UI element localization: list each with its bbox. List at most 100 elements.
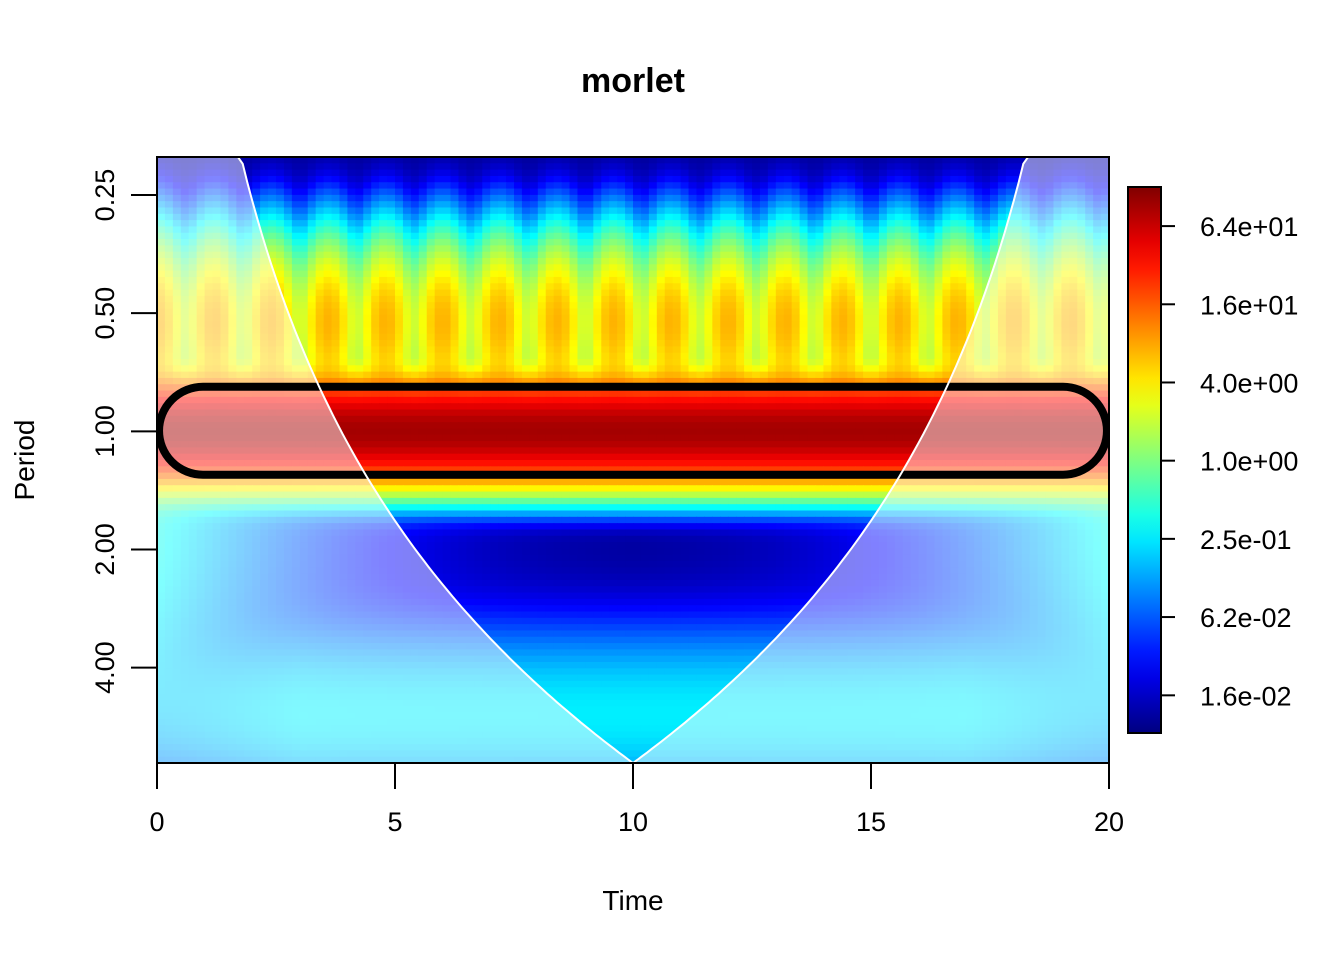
- heatmap-cell: [791, 251, 801, 259]
- heatmap-cell: [744, 157, 753, 164]
- heatmap-cell: [950, 346, 959, 354]
- heatmap-cell: [577, 157, 586, 164]
- heatmap-cell: [712, 201, 721, 209]
- heatmap-cell: [355, 340, 364, 347]
- heatmap-cell: [617, 175, 626, 183]
- heatmap-cell: [728, 163, 737, 171]
- heatmap-cell: [823, 409, 832, 417]
- heatmap-cell: [506, 182, 515, 190]
- heatmap-cell: [506, 321, 515, 329]
- heatmap-cell: [640, 396, 650, 404]
- heatmap-cell: [498, 175, 507, 183]
- heatmap-cell: [434, 302, 444, 310]
- heatmap-cell: [498, 201, 507, 209]
- heatmap-cell: [902, 163, 912, 171]
- heatmap-cell: [728, 201, 737, 209]
- heatmap-cell: [720, 251, 729, 259]
- heatmap-cell: [855, 270, 864, 278]
- heatmap-cell: [276, 258, 285, 265]
- heatmap-cell: [395, 239, 404, 246]
- heatmap-cell: [355, 157, 364, 164]
- heatmap-cell: [950, 220, 959, 228]
- heatmap-cell: [506, 175, 515, 183]
- heatmap-cell: [744, 213, 753, 221]
- heatmap-cell: [672, 245, 682, 253]
- heatmap-cell: [886, 327, 896, 335]
- heatmap-cell: [815, 340, 824, 347]
- heatmap-cell: [886, 264, 896, 272]
- heatmap-cell: [759, 283, 769, 291]
- heatmap-cell: [323, 220, 333, 228]
- heatmap-cell: [847, 289, 856, 297]
- heatmap-cell: [276, 201, 285, 209]
- heatmap-cell: [521, 163, 531, 171]
- heatmap-cell: [553, 182, 563, 190]
- heatmap-cell: [387, 359, 396, 366]
- heatmap-cell: [410, 182, 420, 190]
- heatmap-cell: [831, 188, 840, 196]
- heatmap-cell: [291, 314, 301, 322]
- heatmap-cell: [759, 226, 769, 234]
- heatmap-cell: [886, 276, 896, 284]
- heatmap-cell: [601, 276, 610, 284]
- heatmap-cell: [418, 327, 428, 335]
- heatmap-cell: [466, 409, 475, 417]
- heatmap-cell: [426, 371, 436, 379]
- heatmap-cell: [633, 283, 642, 291]
- heatmap-cell: [656, 403, 666, 411]
- heatmap-cell: [395, 371, 404, 379]
- heatmap-cell: [878, 213, 888, 221]
- heatmap-cell: [886, 390, 896, 398]
- heatmap-cell: [561, 327, 571, 335]
- heatmap-cell: [490, 340, 499, 347]
- heatmap-cell: [585, 220, 594, 228]
- heatmap-cell: [410, 333, 420, 341]
- heatmap-cell: [569, 321, 579, 329]
- heatmap-cell: [736, 396, 745, 404]
- heatmap-cell: [942, 201, 951, 209]
- heatmap-cell: [593, 377, 602, 385]
- heatmap-cell: [323, 175, 333, 183]
- heatmap-cell: [299, 289, 309, 297]
- heatmap-cell: [593, 289, 602, 297]
- heatmap-cell: [561, 283, 571, 291]
- heatmap-cell: [767, 396, 777, 404]
- heatmap-cell: [847, 390, 856, 398]
- heatmap-cell: [617, 245, 626, 253]
- heatmap-cell: [640, 276, 650, 284]
- heatmap-cell: [521, 182, 531, 190]
- heatmap-cell: [609, 226, 618, 234]
- heatmap-cell: [886, 201, 896, 209]
- heatmap-cell: [410, 245, 420, 253]
- heatmap-cell: [450, 340, 460, 347]
- heatmap-cell: [553, 220, 563, 228]
- heatmap-cell: [759, 314, 769, 322]
- heatmap-cell: [894, 289, 904, 297]
- heatmap-cell: [680, 403, 690, 411]
- heatmap-cell: [379, 194, 388, 202]
- heatmap-cell: [831, 226, 840, 234]
- heatmap-cell: [902, 175, 912, 183]
- heatmap-cell: [855, 346, 864, 354]
- heatmap-cell: [545, 194, 555, 202]
- heatmap-cell: [283, 169, 293, 177]
- heatmap-cell: [863, 276, 872, 284]
- heatmap-cell: [617, 239, 626, 246]
- heatmap-cell: [537, 352, 547, 360]
- heatmap-cell: [712, 175, 721, 183]
- heatmap-cell: [704, 321, 713, 329]
- heatmap-cell: [355, 302, 364, 310]
- heatmap-cell: [680, 308, 690, 316]
- heatmap-cell: [577, 352, 586, 360]
- heatmap-cell: [728, 359, 737, 366]
- heatmap-cell: [625, 403, 634, 411]
- heatmap-cell: [299, 270, 309, 278]
- heatmap-cell: [664, 163, 674, 171]
- heatmap-cell: [291, 232, 301, 240]
- heatmap-cell: [712, 182, 721, 190]
- heatmap-cell: [482, 295, 491, 303]
- heatmap-cell: [958, 175, 967, 183]
- heatmap-cell: [831, 314, 840, 322]
- heatmap-cell: [775, 295, 785, 303]
- heatmap-cell: [331, 396, 341, 404]
